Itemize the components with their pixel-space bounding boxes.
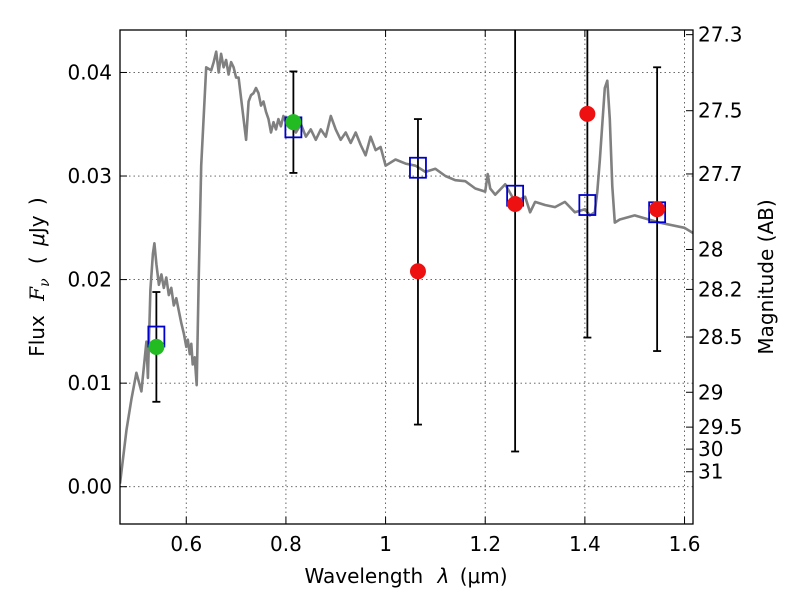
model-flux-box xyxy=(409,156,427,179)
y-tick-label: 0.01 xyxy=(67,371,112,395)
grid-layer xyxy=(120,30,693,524)
x-tick-label: 1.6 xyxy=(669,532,701,556)
x-tick-label: 1.2 xyxy=(469,532,501,556)
low-sn-point xyxy=(409,263,426,280)
mag-tick-label: 29.5 xyxy=(698,415,743,439)
mag-tick-label: 27.7 xyxy=(698,162,743,186)
low-sn-point xyxy=(507,195,524,212)
x-tick-label: 1.4 xyxy=(569,532,601,556)
plot-frame xyxy=(119,29,694,525)
low-sn-point xyxy=(579,105,596,122)
low-sn-point xyxy=(649,201,666,218)
x-axis-label: Wavelength λ (μm) xyxy=(304,564,507,588)
x-tick-label: 1 xyxy=(379,532,392,556)
mag-tick-label: 27.3 xyxy=(698,23,743,47)
y-axis-label: Flux Fν ( μJy ) xyxy=(25,197,54,357)
mag-tick-label: 29 xyxy=(698,380,723,404)
sed-model-line xyxy=(120,50,693,484)
plot-layer xyxy=(120,30,693,484)
y2-axis-label: Magnitude (AB) xyxy=(754,199,778,354)
mag-tick-label: 28 xyxy=(698,237,723,261)
model-flux-box xyxy=(578,194,597,216)
y-tick-label: 0.00 xyxy=(67,475,112,499)
mag-tick-label: 28.5 xyxy=(698,325,743,349)
detection-point xyxy=(148,338,165,355)
mag-tick-label: 30 xyxy=(698,437,723,461)
x-tick-label: 0.8 xyxy=(270,532,302,556)
mag-tick-label: 28.2 xyxy=(698,277,743,301)
detection-point xyxy=(285,114,302,131)
y-tick-label: 0.04 xyxy=(67,60,112,84)
tick-layer: 0.6 0.8 1 1.2 1.4 1.6 0.00 0.01 0.02 0.03 0.04 27.3… xyxy=(67,23,742,556)
mag-tick-label: 27.5 xyxy=(698,99,743,123)
x-tick-label: 0.6 xyxy=(170,532,202,556)
y-tick-label: 0.03 xyxy=(67,164,112,188)
mag-tick-label: 31 xyxy=(698,460,723,484)
y-tick-label: 0.02 xyxy=(67,268,112,292)
